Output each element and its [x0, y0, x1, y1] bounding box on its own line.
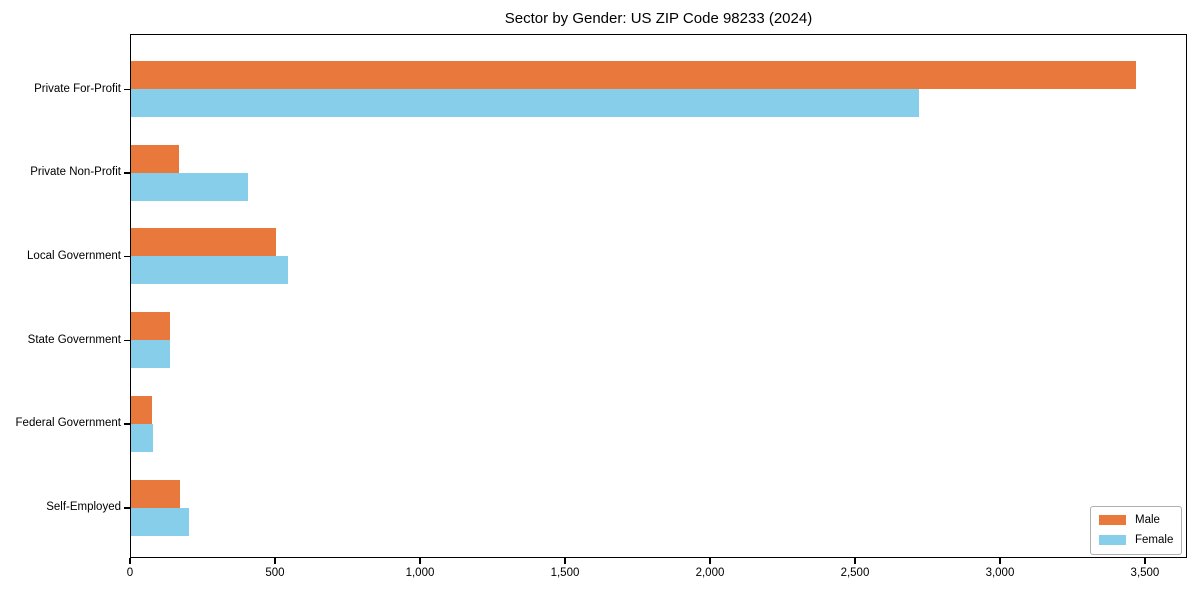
- bar-female-private-non-profit: [131, 172, 248, 201]
- legend-swatch-male: [1099, 515, 1126, 525]
- x-tick-3500: [1144, 558, 1146, 564]
- y-tick-local-government: [124, 255, 130, 258]
- x-label-1000: 1,000: [405, 567, 435, 579]
- y-label-federal-government: Federal Government: [15, 417, 121, 430]
- bar-female-private-for-profit: [131, 89, 919, 117]
- bar-male-self-employed: [131, 479, 180, 508]
- x-label-0: 0: [126, 567, 134, 579]
- y-label-self-employed: Self-Employed: [46, 501, 121, 513]
- y-label-local-government: Local Government: [27, 249, 121, 262]
- x-label-1500: 1,500: [550, 567, 580, 579]
- y-label-private-for-profit: Private For-Profit: [34, 82, 121, 95]
- legend-entry-female: Female: [1099, 534, 1173, 546]
- y-tick-private-non-profit: [124, 172, 130, 174]
- x-tick-3000: [999, 558, 1001, 564]
- x-tick-0: [129, 558, 131, 564]
- legend-label-male: Male: [1135, 514, 1160, 526]
- bar-female-federal-government: [131, 423, 153, 452]
- bar-male-private-for-profit: [131, 61, 1137, 89]
- x-tick-1500: [564, 558, 566, 564]
- y-tick-private-for-profit: [124, 88, 130, 90]
- x-tick-2000: [709, 558, 711, 564]
- bar-female-self-employed: [131, 507, 189, 536]
- plot-area: [130, 34, 1187, 558]
- x-tick-1000: [419, 558, 421, 564]
- y-label-private-non-profit: Private Non-Profit: [30, 166, 121, 179]
- bar-male-private-non-profit: [131, 144, 180, 173]
- x-label-3500: 3,500: [1130, 567, 1160, 579]
- x-label-2000: 2,000: [695, 567, 725, 579]
- y-tick-self-employed: [124, 507, 130, 509]
- x-label-2500: 2,500: [840, 567, 870, 579]
- legend: Male Female: [1090, 506, 1182, 555]
- bar-female-state-government: [131, 340, 171, 369]
- x-label-500: 500: [265, 567, 285, 579]
- legend-label-female: Female: [1135, 534, 1174, 546]
- chart-title: Sector by Gender: US ZIP Code 98233 (202…: [504, 10, 813, 27]
- y-label-state-government: State Government: [27, 333, 121, 346]
- y-tick-federal-government: [124, 423, 130, 425]
- x-tick-500: [274, 558, 276, 564]
- x-tick-2500: [854, 558, 856, 564]
- bar-male-state-government: [131, 312, 170, 341]
- legend-swatch-female: [1099, 535, 1126, 545]
- legend-entry-male: Male: [1099, 514, 1173, 526]
- x-label-3000: 3,000: [985, 567, 1015, 579]
- bar-female-local-government: [131, 256, 288, 285]
- bar-male-local-government: [131, 228, 276, 257]
- bar-male-federal-government: [131, 395, 152, 424]
- y-tick-state-government: [124, 339, 130, 342]
